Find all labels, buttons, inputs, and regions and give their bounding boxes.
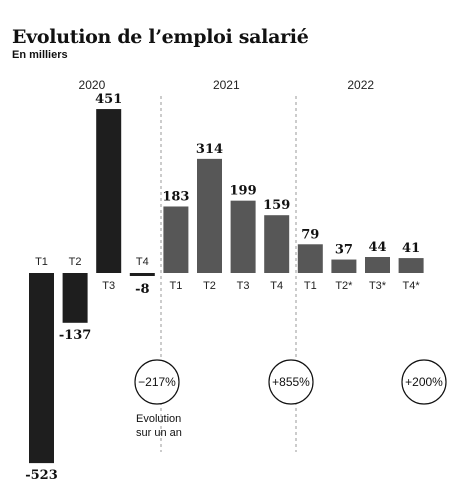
bar-6 — [197, 158, 222, 273]
quarter-label-5: T1 — [169, 280, 182, 292]
value-label-6: 314 — [196, 142, 223, 157]
value-label-11: 44 — [368, 240, 386, 255]
quarter-label-9: T1 — [304, 280, 317, 292]
quarter-label-4: T4 — [136, 256, 149, 268]
quarter-label-2: T2 — [69, 256, 82, 268]
bar-2 — [62, 273, 88, 323]
year-label-2020: 2020 — [79, 78, 106, 92]
evolution-circle-3 — [401, 359, 447, 405]
evolution-value-3: +200% — [405, 375, 443, 389]
quarter-label-11: T3* — [369, 280, 387, 292]
year-label-2021: 2021 — [213, 78, 240, 92]
quarter-label-7: T3 — [237, 280, 250, 292]
value-label-12: 41 — [402, 241, 420, 256]
chart-subtitle: En milliers — [12, 49, 68, 61]
bar-9 — [297, 244, 323, 273]
evolution-note-line-1: Evolution — [136, 413, 181, 425]
bar-5 — [163, 206, 189, 273]
quarter-label-8: T4 — [270, 280, 283, 292]
bar-11 — [365, 257, 390, 273]
quarter-label-3: T3 — [102, 280, 115, 292]
evolution-value-2: +855% — [272, 375, 310, 389]
value-label-4: -8 — [135, 282, 149, 297]
bar-10 — [331, 259, 357, 273]
evolution-value-1: −217% — [138, 375, 176, 389]
value-label-3: 451 — [95, 92, 122, 107]
value-label-9: 79 — [301, 227, 319, 242]
bar-1 — [29, 273, 54, 464]
bar-3 — [96, 109, 122, 274]
year-label-2022: 2022 — [347, 78, 374, 92]
value-label-2: -137 — [59, 328, 92, 343]
quarter-label-12: T4* — [403, 280, 421, 292]
bar-8 — [264, 215, 290, 273]
chart-title: Evolution de l’emploi salarié — [12, 26, 309, 48]
value-label-10: 37 — [335, 243, 353, 258]
value-label-7: 199 — [230, 184, 257, 199]
bar-12 — [398, 258, 424, 273]
bar-4 — [129, 273, 155, 276]
value-label-1: -523 — [25, 468, 58, 483]
quarter-label-10: T2* — [335, 280, 353, 292]
value-label-5: 183 — [162, 189, 189, 204]
quarter-label-6: T2 — [203, 280, 216, 292]
evolution-note-line-2: sur un an — [136, 427, 182, 439]
quarter-label-1: T1 — [35, 256, 48, 268]
evolution-circle-2 — [268, 359, 314, 405]
evolution-circle-1 — [134, 359, 180, 405]
value-label-8: 159 — [263, 198, 290, 213]
bar-7 — [230, 200, 256, 273]
